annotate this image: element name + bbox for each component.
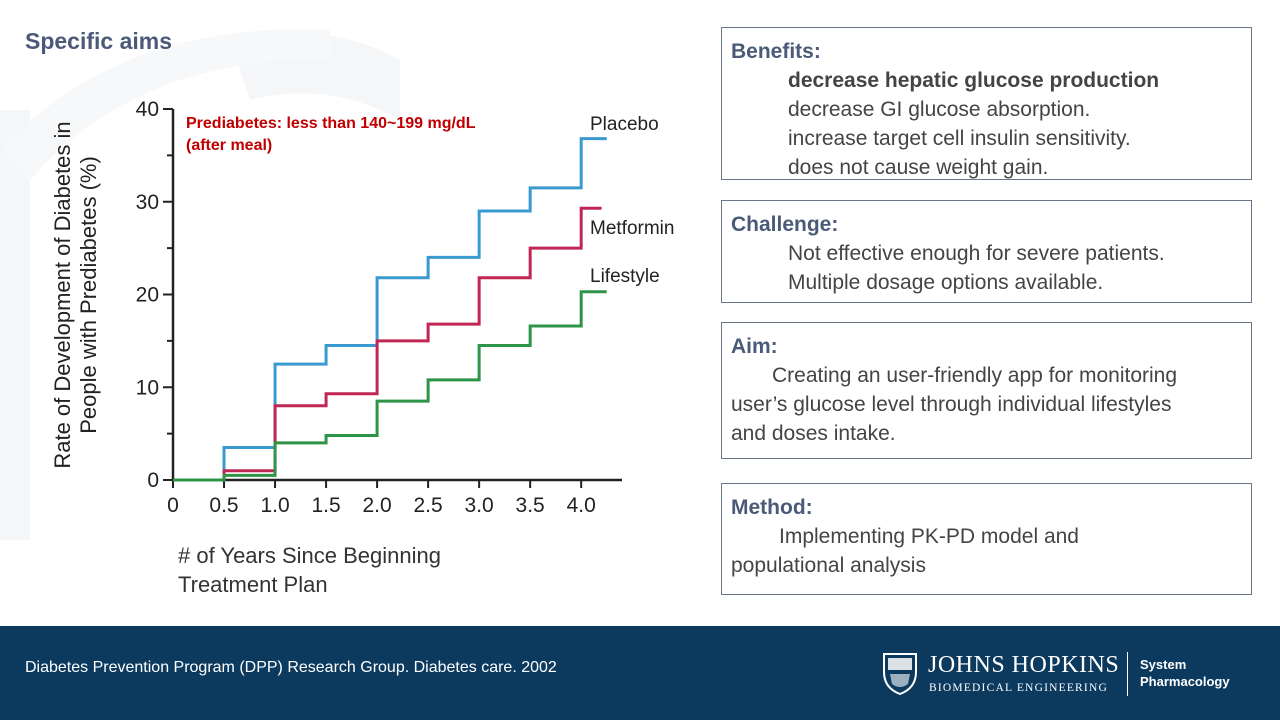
x-axis-title-line-1: # of Years Since Beginning [178,543,441,568]
y-tick-label: 40 [136,98,159,121]
x-tick-label: 4.0 [567,494,596,517]
chart-series [173,137,607,482]
benefit-item: does not cause weight gain. [788,156,1049,179]
chart-axes [163,108,622,488]
aim-line: and doses intake. [731,422,896,445]
y-axis-title: Rate of Development of Diabetes in People… [50,121,101,468]
aim-line: Creating an user-friendly app for monito… [772,364,1178,387]
challenge-heading: Challenge: [731,213,839,236]
challenge-item: Not effective enough for severe patients… [788,242,1165,265]
x-tick-label: 1.5 [311,494,340,517]
x-tick-label: 0.5 [209,494,238,517]
series-label-lifestyle: Lifestyle [590,266,660,287]
benefits-heading: Benefits: [731,40,821,63]
x-axis-title-line-2: Treatment Plan [178,572,328,597]
series-label-metformin: Metformin [590,218,674,239]
logo-divider [1127,652,1128,696]
method-line: populational analysis [731,554,926,577]
method-line: Implementing PK-PD model and [779,525,1079,548]
benefit-item: increase target cell insulin sensitivity… [788,127,1131,150]
y-axis-title-line: People with Prediabetes (%) [76,156,101,434]
footer-bar: Diabetes Prevention Program (DPP) Resear… [0,626,1280,720]
series-line-placebo [173,137,607,482]
chart-labels: 0 10 20 30 40 0 0.5 1.0 1.5 2.0 2.5 3.0 3.5 4.0 Rate o… [50,98,674,517]
benefit-item: decrease GI glucose absorption. [788,98,1091,121]
challenge-item: Multiple dosage options available. [788,271,1104,294]
y-tick-label: 30 [136,191,159,214]
y-tick-label: 20 [136,284,159,307]
y-axis-title-line: Rate of Development of Diabetes in [50,121,75,468]
method-box: Method: Implementing PK-PD model and pop… [721,483,1252,595]
jhu-wordmark: JOHNS HOPKINS [928,652,1120,678]
jhu-shield-icon [883,653,917,696]
unit-name-line-2: Pharmacology [1140,674,1230,689]
benefits-box: Benefits: decrease hepatic glucose produ… [721,27,1252,180]
method-heading: Method: [731,496,813,519]
chart-annotation-line: (after meal) [186,137,272,154]
x-tick-label: 3.0 [465,494,494,517]
chart-annotation-line: Prediabetes: less than 140~199 mg/dL [186,115,476,132]
challenge-box: Challenge: Not effective enough for seve… [721,200,1252,303]
y-tick-label: 10 [136,376,159,399]
x-tick-label: 2.5 [414,494,443,517]
unit-name: System Pharmacology [1140,656,1230,690]
unit-name-line-1: System [1140,657,1187,672]
series-label-placebo: Placebo [590,114,659,135]
aim-heading: Aim: [731,335,778,358]
aim-box: Aim: Creating an user-friendly app for m… [721,322,1252,459]
y-tick-label: 0 [147,469,159,492]
diabetes-rate-chart: 0 10 20 30 40 0 0.5 1.0 1.5 2.0 2.5 3.0 3.5 4.0 Rate o… [50,98,674,517]
citation-text: Diabetes Prevention Program (DPP) Resear… [25,659,557,676]
x-tick-label: 1.0 [260,494,289,517]
slide-title: Specific aims [25,28,173,54]
x-axis-title: # of Years Since Beginning Treatment Pla… [178,541,441,599]
series-line-metformin [173,206,602,482]
x-tick-label: 2.0 [362,494,391,517]
series-line-lifestyle [173,290,607,482]
x-tick-label: 0 [167,494,179,517]
x-tick-label: 3.5 [516,494,545,517]
aim-line: user’s glucose level through individual … [731,393,1172,416]
jhu-department: BIOMEDICAL ENGINEERING [929,682,1108,694]
benefit-item: decrease hepatic glucose production [788,69,1160,92]
